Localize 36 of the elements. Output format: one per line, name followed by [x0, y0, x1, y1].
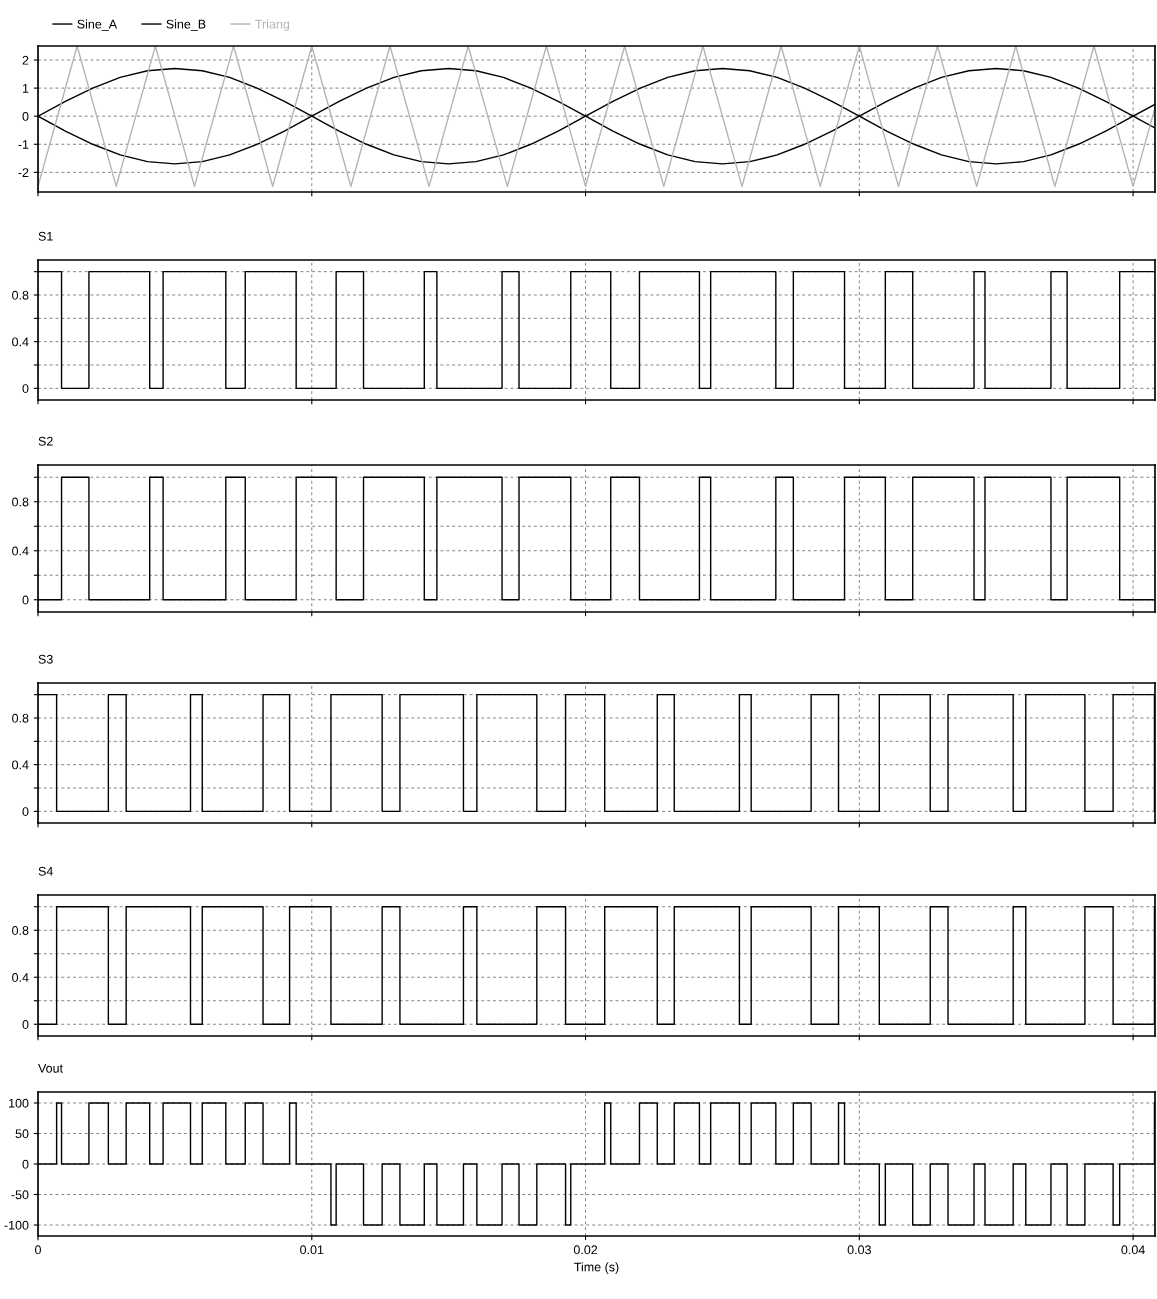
- chart-title: S4: [38, 866, 53, 876]
- y-tick-label: 0.8: [12, 713, 29, 723]
- chart-title: S3: [38, 654, 53, 664]
- y-tick-label: 0: [22, 595, 29, 605]
- y-tick-label: 0.8: [12, 290, 29, 300]
- legend-label: Triang: [255, 19, 290, 31]
- x-axis-title: Time (s): [574, 1262, 619, 1274]
- y-tick-label: 0.8: [12, 926, 29, 935]
- y-tick-label: 0.4: [12, 546, 29, 556]
- y-tick-label: -50: [11, 1190, 29, 1200]
- chart-title: S2: [38, 436, 53, 446]
- y-tick-label: 1: [22, 84, 29, 93]
- y-tick-label: 0.8: [12, 497, 29, 507]
- legend-label: Sine_A: [77, 19, 118, 31]
- y-tick-label: -2: [18, 168, 29, 177]
- chart-title: Vout: [38, 1063, 63, 1073]
- y-tick-label: -1: [18, 140, 29, 149]
- chart-title: S1: [38, 231, 53, 241]
- y-tick-label: 0.4: [12, 337, 29, 347]
- x-tick-label: 0.01: [300, 1245, 324, 1255]
- y-tick-label: -100: [4, 1220, 29, 1230]
- x-tick-label: 0: [35, 1245, 41, 1255]
- y-tick-label: 0: [22, 1020, 29, 1029]
- y-tick-label: 0: [22, 1159, 29, 1169]
- y-tick-label: 0: [22, 807, 29, 816]
- y-tick-label: 0.4: [12, 760, 29, 770]
- x-tick-label: 0.04: [1121, 1245, 1145, 1255]
- y-tick-label: 100: [9, 1098, 29, 1108]
- y-tick-label: 0.4: [12, 973, 29, 982]
- x-tick-label: 0.03: [847, 1245, 871, 1255]
- y-tick-label: 0: [22, 384, 29, 393]
- x-tick-label: 0.02: [573, 1245, 598, 1255]
- y-tick-label: 2: [22, 55, 29, 65]
- y-tick-label: 0: [22, 111, 29, 121]
- legend-label: Sine_B: [166, 19, 206, 31]
- y-tick-label: 50: [15, 1129, 29, 1139]
